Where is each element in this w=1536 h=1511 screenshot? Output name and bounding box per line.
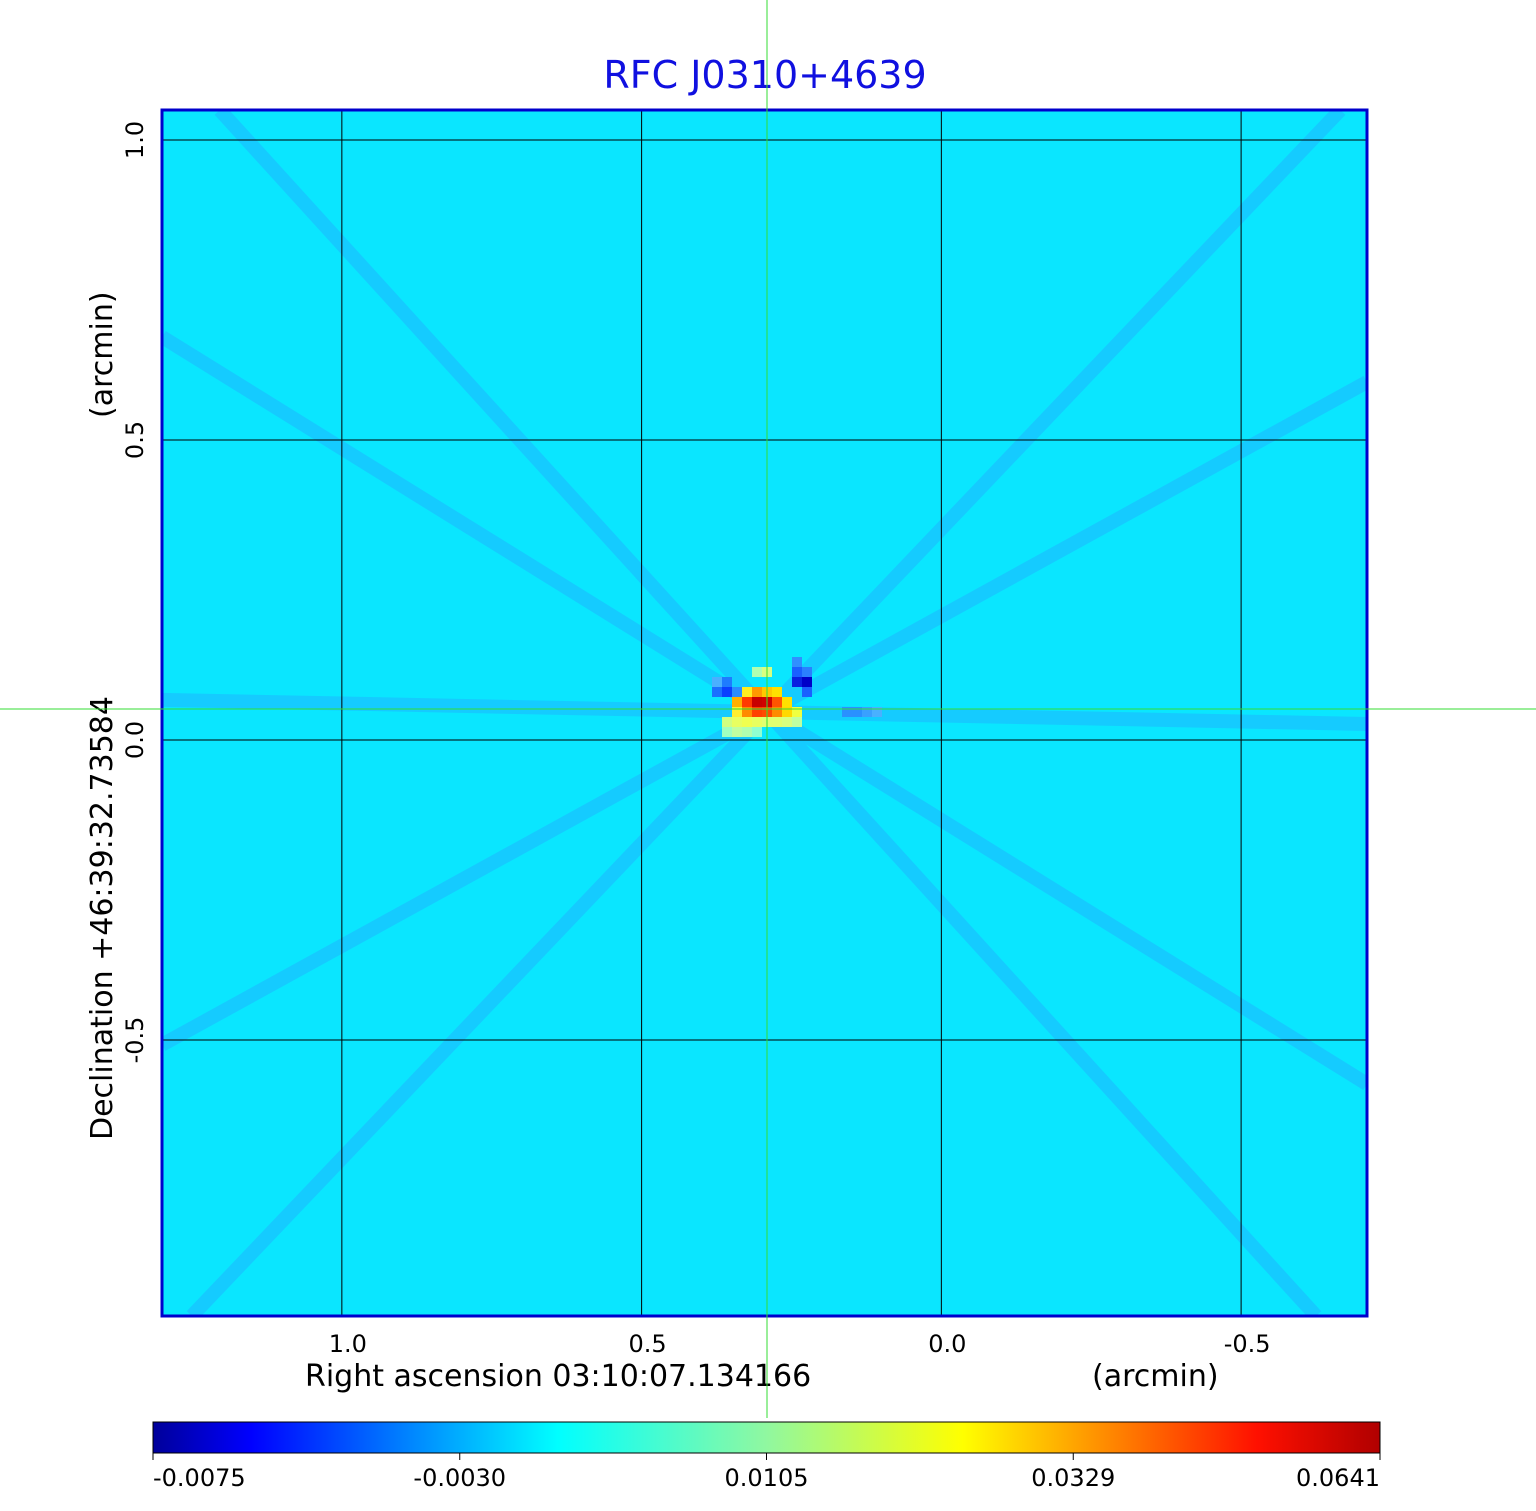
colorbar-tick-label: 0.0641	[1296, 1464, 1380, 1492]
core-pixel	[732, 707, 742, 717]
x-tick-label: 0.5	[629, 1330, 667, 1358]
chart-title: RFC J0310+4639	[603, 53, 926, 97]
grid	[162, 110, 1367, 1316]
core-pixel	[802, 687, 812, 697]
core-pixel	[732, 687, 742, 697]
core-pixel	[862, 707, 872, 717]
x-tick-label: 1.0	[329, 1330, 367, 1358]
core-pixel	[742, 727, 752, 737]
core-pixel	[772, 717, 782, 727]
core-pixel	[752, 717, 762, 727]
core-pixel	[732, 697, 742, 707]
core-pixel	[792, 657, 802, 667]
x-tick-label: -0.5	[1224, 1330, 1271, 1358]
core-pixel	[722, 717, 732, 727]
core-pixel	[782, 717, 792, 727]
core-pixel	[712, 687, 722, 697]
x-tick-label: 0.0	[928, 1330, 966, 1358]
x-axis-unit: (arcmin)	[1092, 1359, 1219, 1394]
core-pixel	[752, 707, 762, 717]
source-core	[712, 657, 882, 737]
core-pixel	[772, 697, 782, 707]
core-pixel	[802, 667, 812, 677]
core-pixel	[782, 707, 792, 717]
core-pixel	[792, 677, 802, 687]
core-pixel	[722, 677, 732, 687]
y-axis-label: Declination +46:39:32.73584	[85, 696, 120, 1140]
colorbar-tick-label: -0.0075	[153, 1464, 246, 1492]
core-pixel	[712, 677, 722, 687]
core-pixel	[872, 707, 882, 717]
colorbar-tick-label: -0.0030	[413, 1464, 506, 1492]
core-pixel	[752, 687, 762, 697]
core-pixel	[742, 697, 752, 707]
core-pixel	[722, 727, 732, 737]
y-axis-unit: (arcmin)	[85, 291, 120, 418]
colorbar	[152, 1421, 1381, 1454]
core-pixel	[792, 667, 802, 677]
y-tick-label: 0.5	[121, 421, 149, 459]
y-tick-label: -0.5	[121, 1017, 149, 1064]
core-pixel	[732, 717, 742, 727]
x-axis-label: Right ascension 03:10:07.134166	[305, 1359, 811, 1394]
core-pixel	[802, 677, 812, 687]
core-pixel	[752, 727, 762, 737]
core-pixel	[752, 667, 762, 677]
core-pixel	[742, 687, 752, 697]
core-pixel	[792, 707, 802, 717]
core-pixel	[842, 707, 852, 717]
core-pixel	[782, 697, 792, 707]
core-pixel	[772, 707, 782, 717]
core-pixel	[742, 707, 752, 717]
core-pixel	[792, 717, 802, 727]
core-pixel	[732, 727, 742, 737]
colorbar-tick-label: 0.0105	[725, 1464, 809, 1492]
image-area	[162, 110, 1367, 1316]
plot-frame	[160, 108, 1369, 1318]
core-pixel	[772, 687, 782, 697]
core-pixel	[722, 687, 732, 697]
colorbar-tick-label: 0.0329	[1031, 1464, 1115, 1492]
core-pixel	[852, 707, 862, 717]
core-pixel	[742, 717, 752, 727]
y-tick-label: 1.0	[121, 121, 149, 159]
core-pixel	[752, 697, 762, 707]
y-tick-label: 0.0	[121, 721, 149, 759]
